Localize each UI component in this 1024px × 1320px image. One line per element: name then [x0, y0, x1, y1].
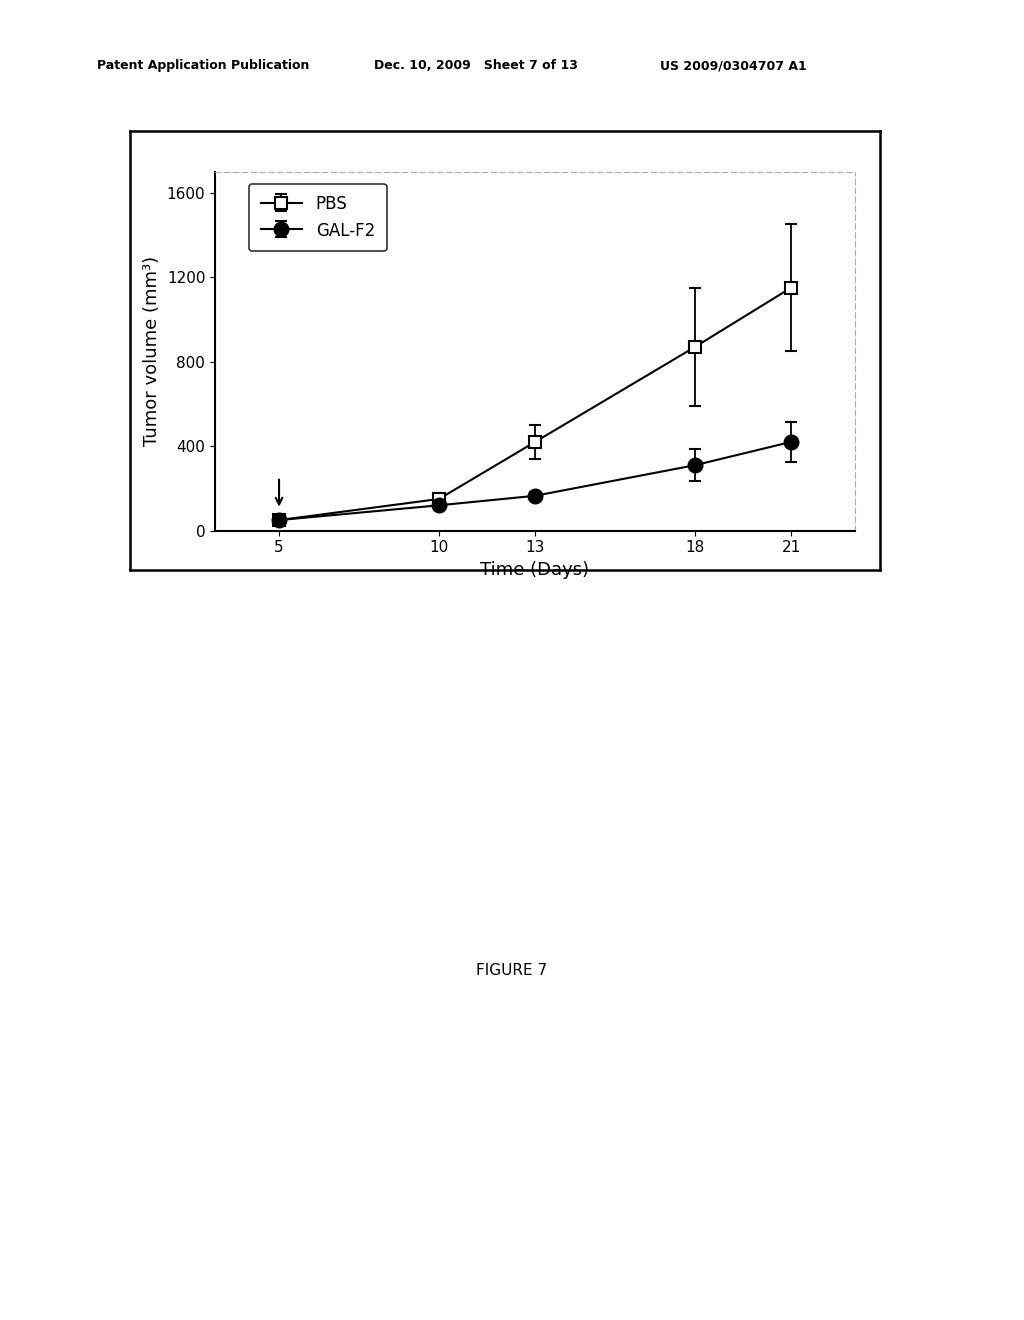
Text: US 2009/0304707 A1: US 2009/0304707 A1 [660, 59, 807, 73]
Text: Patent Application Publication: Patent Application Publication [97, 59, 309, 73]
Text: FIGURE 7: FIGURE 7 [476, 962, 548, 978]
Text: Dec. 10, 2009   Sheet 7 of 13: Dec. 10, 2009 Sheet 7 of 13 [374, 59, 578, 73]
Y-axis label: Tumor volume (mm³): Tumor volume (mm³) [143, 256, 161, 446]
Legend: PBS, GAL-F2: PBS, GAL-F2 [249, 183, 386, 251]
X-axis label: Time (Days): Time (Days) [480, 561, 590, 579]
